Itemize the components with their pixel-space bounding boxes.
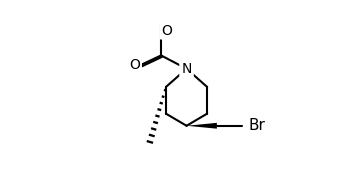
Text: N: N [181, 62, 192, 76]
Text: O: O [130, 58, 141, 72]
Text: O: O [161, 24, 172, 38]
Polygon shape [187, 123, 217, 129]
Text: Br: Br [248, 118, 265, 133]
